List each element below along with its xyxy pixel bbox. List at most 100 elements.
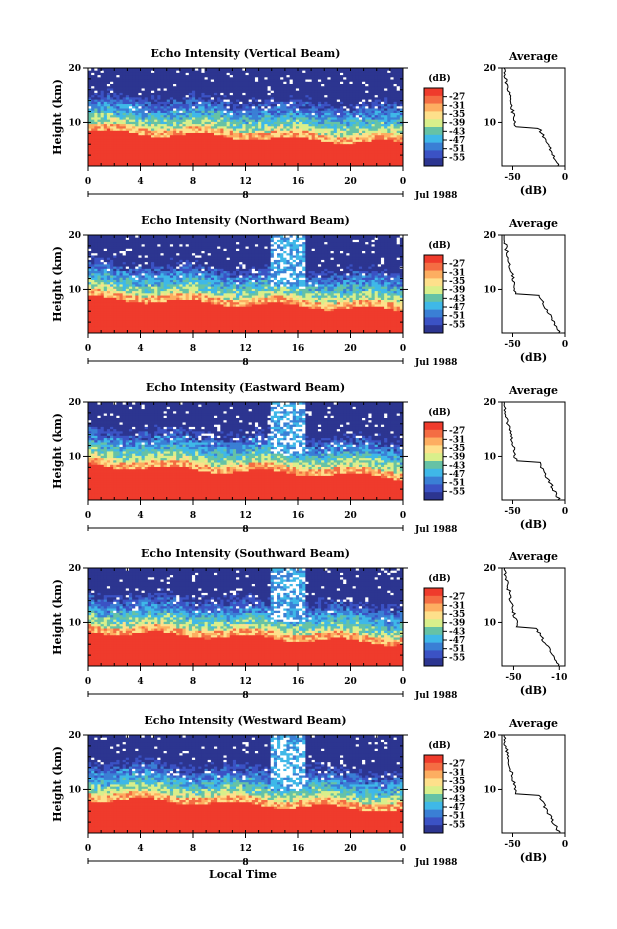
heatmap-cell (242, 70, 246, 73)
heatmap-cell (314, 121, 319, 125)
y-tick-label: 20 (68, 64, 81, 74)
heatmap-cell (103, 139, 108, 142)
heatmap-cell (349, 92, 353, 96)
heatmap-cell (128, 148, 133, 151)
heatmap-cell (343, 101, 347, 105)
heatmap-cell (358, 110, 363, 113)
heatmap-cell (321, 132, 325, 136)
heatmap-cell (214, 114, 218, 118)
heatmap-cell (295, 132, 300, 136)
heatmap-cell (289, 137, 294, 140)
heatmap-cell (393, 101, 398, 105)
heatmap-cell (236, 119, 240, 122)
heatmap-cell (358, 143, 363, 147)
heatmap-cell (125, 105, 130, 109)
heatmap-cell (179, 134, 183, 138)
heatmap-cell (195, 83, 199, 87)
heatmap-cell (327, 157, 331, 160)
heatmap-cell (169, 152, 174, 156)
heatmap-cell (204, 112, 209, 116)
heatmap-cell (314, 134, 319, 138)
heatmap-cell (374, 150, 379, 154)
heatmap-cell (91, 114, 95, 118)
heatmap-cell (144, 128, 149, 131)
heatmap-cell (135, 94, 139, 98)
heatmap-cell (91, 92, 95, 96)
heatmap-cell (220, 161, 224, 165)
heatmap-cell (352, 130, 357, 133)
heatmap-cell (254, 83, 259, 87)
heatmap-cell (292, 150, 297, 154)
heatmap-cell (128, 83, 133, 87)
heatmap-cell (374, 159, 379, 162)
heatmap-cell (362, 103, 366, 107)
heatmap-cell (147, 128, 152, 131)
heatmap-cell (226, 76, 231, 80)
heatmap-cell (147, 125, 152, 129)
heatmap-cell (185, 119, 190, 122)
heatmap-cell (229, 161, 234, 165)
heatmap-cell (182, 123, 187, 127)
heatmap-cell (321, 99, 325, 102)
heatmap-cell (217, 119, 221, 122)
heatmap-cell (191, 134, 196, 138)
heatmap-cell (185, 128, 190, 131)
heatmap-cell (317, 85, 322, 89)
heatmap-cell (147, 94, 152, 98)
heatmap-cell (128, 105, 133, 109)
heatmap-cell (151, 83, 155, 87)
heatmap-cell (399, 90, 404, 93)
heatmap-cell (267, 128, 272, 131)
heatmap-cell (277, 70, 281, 73)
heatmap-cell (273, 119, 278, 122)
heatmap-cell (365, 90, 369, 93)
heatmap-cell (289, 94, 294, 98)
heatmap-cell (248, 114, 253, 118)
heatmap-cell (374, 83, 379, 87)
heatmap-cell (100, 101, 105, 105)
heatmap-cell (380, 72, 385, 76)
heatmap-cell (377, 163, 382, 167)
heatmap-cell (169, 148, 174, 151)
heatmap-cell (103, 132, 108, 136)
heatmap-cell (144, 137, 149, 140)
heatmap-cell (267, 143, 272, 147)
heatmap-cell (346, 96, 350, 100)
heatmap-cell (144, 163, 149, 167)
heatmap-cell (210, 119, 215, 122)
heatmap-cell (151, 148, 155, 151)
heatmap-cell (248, 119, 253, 122)
heatmap-cell (226, 70, 231, 73)
heatmap-cell (399, 159, 404, 162)
heatmap-cell (204, 76, 209, 80)
heatmap-cell (195, 143, 199, 147)
heatmap-cell (201, 143, 205, 147)
heatmap-cell (198, 85, 202, 89)
heatmap-cell (210, 76, 215, 80)
heatmap-cell (371, 79, 376, 82)
heatmap-cell (286, 79, 290, 82)
heatmap-cell (163, 114, 168, 118)
heatmap-cell (147, 92, 152, 96)
heatmap-cell (368, 112, 372, 116)
heatmap-cell (91, 103, 95, 107)
heatmap-cell (223, 161, 227, 165)
heatmap-cell (270, 68, 275, 71)
heatmap-cell (380, 96, 385, 100)
heatmap-cell (201, 134, 205, 138)
heatmap-cell (371, 130, 376, 133)
heatmap-cell (198, 94, 202, 98)
heatmap-cell (157, 150, 161, 154)
heatmap-cell (220, 141, 224, 145)
heatmap-cell (242, 103, 246, 107)
heatmap-cell (94, 161, 98, 165)
heatmap-cell (314, 114, 319, 118)
heatmap-cell (154, 119, 158, 122)
heatmap-cell (355, 150, 360, 154)
heatmap-cell (100, 112, 105, 116)
heatmap-cell (396, 105, 401, 109)
heatmap-cell (321, 112, 325, 116)
heatmap-cell (355, 145, 360, 149)
profile-x-label: -50 (504, 173, 520, 183)
heatmap-cell (368, 76, 372, 80)
